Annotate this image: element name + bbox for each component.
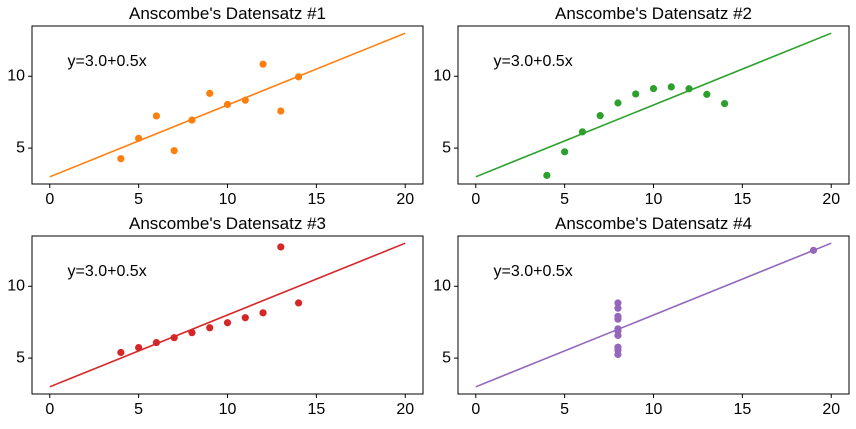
data-point bbox=[170, 334, 178, 342]
axes-frame bbox=[31, 25, 424, 185]
x-tick-label: 15 bbox=[733, 191, 751, 208]
data-point bbox=[685, 85, 693, 93]
data-point bbox=[188, 116, 196, 124]
x-tick-label: 5 bbox=[560, 401, 569, 418]
regression-line bbox=[49, 242, 406, 388]
x-tick-label: 5 bbox=[560, 191, 569, 208]
x-tick-label: 10 bbox=[219, 401, 237, 418]
data-point bbox=[294, 299, 303, 307]
subplot-title: Anscombe's Datensatz #2 bbox=[555, 4, 752, 23]
x-tick-label: 20 bbox=[822, 191, 840, 208]
subplot-2: Anscombe's Datensatz #2 y=3.0+0.5x 0 5 10 15 2… bbox=[433, 4, 850, 208]
data-point bbox=[703, 90, 711, 98]
subplot-3: Anscombe's Datensatz #3 y=3.0+0.5x 0 5 10 15 2… bbox=[7, 214, 424, 418]
subplot-title: Anscombe's Datensatz #1 bbox=[129, 4, 326, 23]
subplot-title: Anscombe's Datensatz #4 bbox=[555, 214, 752, 233]
x-tick-label: 20 bbox=[396, 401, 414, 418]
x-tick-label: 20 bbox=[822, 401, 840, 418]
data-point bbox=[614, 327, 622, 335]
data-point bbox=[614, 304, 622, 312]
data-point bbox=[206, 324, 214, 332]
data-point bbox=[720, 99, 729, 108]
data-point bbox=[135, 344, 143, 352]
x-tick-label: 15 bbox=[733, 401, 751, 418]
equation-annotation: y=3.0+0.5x bbox=[494, 53, 573, 70]
y-tick-label: 10 bbox=[7, 67, 25, 84]
x-tick-label: 0 bbox=[471, 191, 480, 208]
data-point bbox=[294, 73, 303, 81]
data-point bbox=[614, 299, 622, 307]
x-tick-label: 5 bbox=[134, 191, 143, 208]
data-point bbox=[117, 155, 125, 163]
y-tick-label: 5 bbox=[442, 139, 451, 156]
data-point bbox=[543, 171, 551, 179]
data-point bbox=[809, 246, 818, 254]
regression-line bbox=[475, 242, 832, 388]
x-tick-label: 10 bbox=[219, 191, 237, 208]
equation-annotation: y=3.0+0.5x bbox=[494, 263, 573, 280]
data-point bbox=[241, 314, 249, 322]
subplot-title: Anscombe's Datensatz #3 bbox=[129, 214, 326, 233]
y-tick-label: 5 bbox=[16, 349, 25, 366]
data-point bbox=[152, 338, 161, 347]
axes-frame bbox=[31, 235, 424, 395]
equation-annotation: y=3.0+0.5x bbox=[68, 263, 147, 280]
axes-frame bbox=[457, 25, 850, 185]
data-point bbox=[277, 243, 285, 251]
data-point bbox=[614, 312, 622, 320]
y-tick-label: 5 bbox=[16, 139, 25, 156]
data-point bbox=[632, 90, 640, 98]
data-point bbox=[152, 112, 161, 120]
data-point bbox=[649, 85, 658, 93]
x-tick-label: 15 bbox=[307, 401, 325, 418]
data-point bbox=[117, 348, 125, 357]
data-point bbox=[241, 96, 249, 104]
y-tick-label: 5 bbox=[442, 349, 451, 366]
data-point bbox=[206, 89, 214, 97]
equation-annotation: y=3.0+0.5x bbox=[68, 53, 147, 70]
data-point bbox=[259, 309, 267, 317]
data-point bbox=[614, 99, 622, 107]
data-point bbox=[223, 319, 232, 327]
data-point bbox=[223, 100, 232, 109]
data-point bbox=[259, 60, 267, 68]
axes-frame bbox=[457, 235, 850, 395]
y-tick-label: 10 bbox=[7, 277, 25, 294]
data-point bbox=[596, 112, 604, 120]
subplot-4: Anscombe's Datensatz #4 y=3.0+0.5x 0 5 10 15 2… bbox=[433, 214, 850, 418]
x-tick-label: 0 bbox=[45, 401, 54, 418]
y-tick-label: 10 bbox=[433, 277, 451, 294]
x-tick-label: 15 bbox=[307, 191, 325, 208]
x-tick-label: 0 bbox=[471, 401, 480, 418]
data-point bbox=[614, 346, 622, 354]
subplot-1: Anscombe's Datensatz #1 y=3.0+0.5x 0 5 10 15 2… bbox=[7, 4, 424, 208]
data-point bbox=[170, 147, 178, 155]
x-tick-label: 20 bbox=[396, 191, 414, 208]
regression-line bbox=[475, 32, 832, 178]
x-tick-label: 5 bbox=[134, 401, 143, 418]
data-point bbox=[188, 329, 196, 337]
x-tick-label: 0 bbox=[45, 191, 54, 208]
y-tick-label: 10 bbox=[433, 67, 451, 84]
data-point bbox=[561, 148, 569, 156]
x-tick-label: 10 bbox=[645, 191, 663, 208]
data-point bbox=[667, 83, 675, 91]
data-point bbox=[135, 134, 143, 142]
x-tick-label: 10 bbox=[645, 401, 663, 418]
data-point bbox=[578, 128, 587, 136]
data-point bbox=[277, 107, 285, 115]
